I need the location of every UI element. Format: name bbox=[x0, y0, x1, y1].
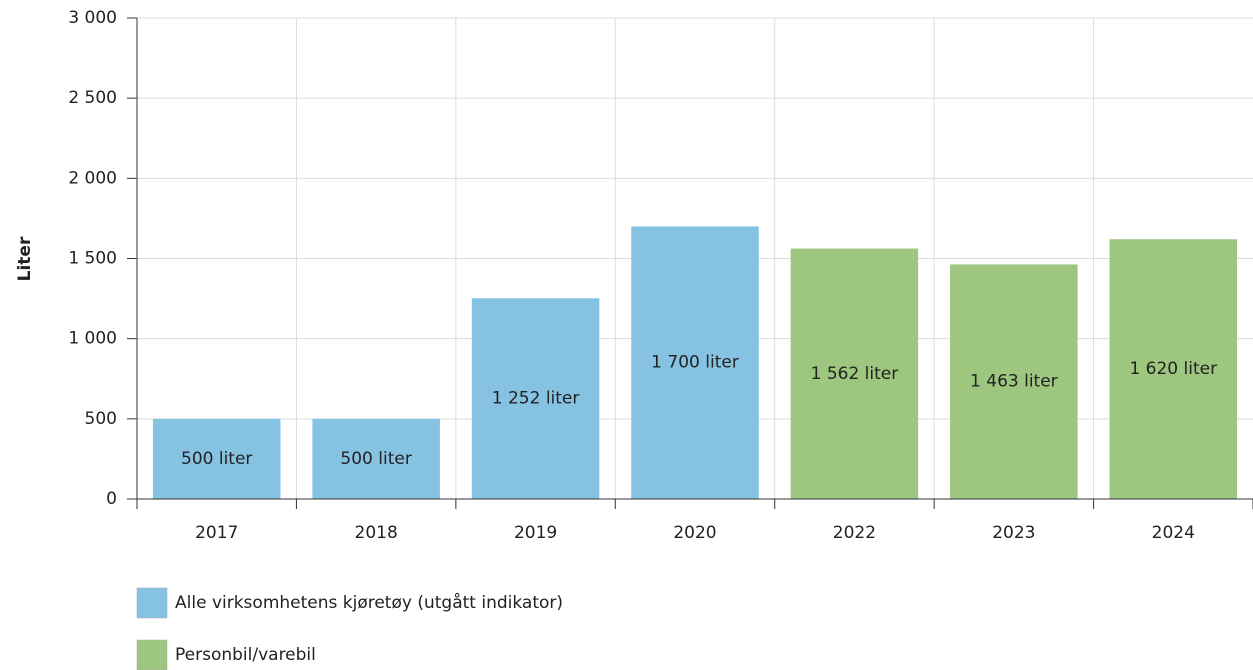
x-tick-label: 2017 bbox=[195, 523, 238, 543]
y-tick-label: 1 500 bbox=[68, 249, 117, 269]
legend-label: Alle virksomhetens kjøretøy (utgått indi… bbox=[175, 592, 563, 613]
bar bbox=[631, 226, 759, 499]
bar bbox=[312, 418, 440, 499]
x-tick-label: 2019 bbox=[514, 523, 557, 543]
data-label: 1 463 liter bbox=[970, 372, 1058, 392]
data-label: 1 700 liter bbox=[651, 353, 739, 373]
bar bbox=[471, 298, 600, 499]
x-tick-label: 2022 bbox=[833, 523, 876, 543]
data-label: 500 liter bbox=[181, 449, 252, 469]
legend-swatch bbox=[136, 587, 168, 619]
y-axis-label: Liter bbox=[15, 236, 35, 281]
y-tick-label: 2 500 bbox=[68, 88, 117, 108]
legend-swatch bbox=[136, 639, 168, 670]
y-tick-label: 500 bbox=[85, 409, 117, 429]
bar bbox=[950, 264, 1078, 499]
x-tick-label: 2024 bbox=[1152, 523, 1195, 543]
data-label: 1 562 liter bbox=[811, 364, 899, 384]
y-tick-label: 2 000 bbox=[68, 168, 117, 188]
bar bbox=[790, 248, 919, 499]
x-tick-label: 2018 bbox=[355, 523, 398, 543]
data-label: 1 252 liter bbox=[492, 389, 580, 409]
y-tick-label: 1 000 bbox=[68, 329, 117, 349]
x-tick-label: 2023 bbox=[992, 523, 1035, 543]
y-tick-label: 0 bbox=[106, 489, 117, 509]
bar bbox=[1109, 239, 1238, 499]
x-tick-label: 2020 bbox=[673, 523, 716, 543]
data-label: 500 liter bbox=[340, 449, 411, 469]
data-label: 1 620 liter bbox=[1129, 359, 1217, 379]
y-tick-label: 3 000 bbox=[68, 8, 117, 28]
legend-label: Personbil/varebil bbox=[175, 645, 316, 665]
bar bbox=[152, 418, 281, 499]
